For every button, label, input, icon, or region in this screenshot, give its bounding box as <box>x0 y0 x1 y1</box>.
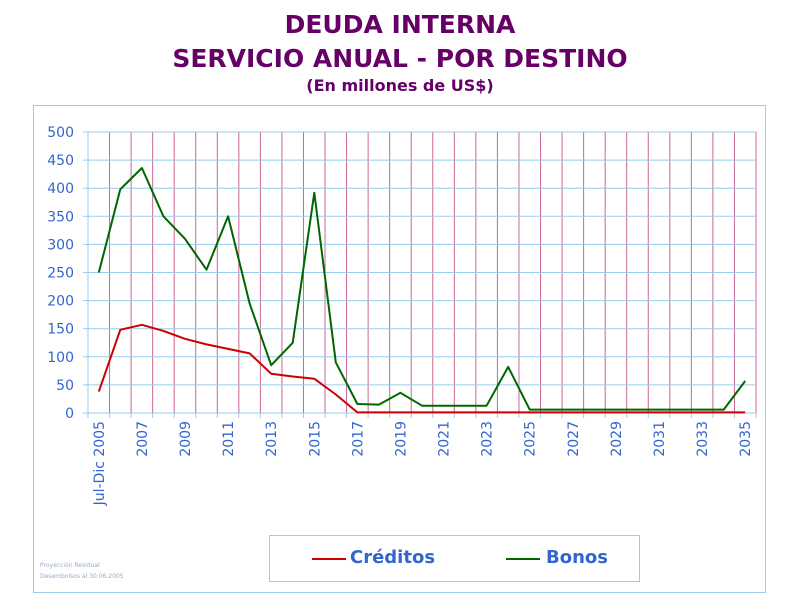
footnote-1: Proyección Residual <box>40 562 100 569</box>
x-axis: Jul-Dic 2005 2007 2009 2011 2013 2015 2017 2019… <box>87 413 757 506</box>
x-tick-label: 2007 <box>135 421 151 457</box>
grid <box>87 131 757 414</box>
y-axis: 0 50 100 150 200 250 300 350 400 450 500 <box>47 125 88 422</box>
y-tick-label: 50 <box>56 378 74 394</box>
chart-subtitle: (En millones de US$) <box>306 76 494 95</box>
x-tick-label: 2017 <box>350 421 366 457</box>
chart-title-line2: SERVICIO ANUAL - POR DESTINO <box>172 44 628 73</box>
chart-frame <box>33 105 766 593</box>
legend: Créditos Bonos <box>269 535 640 582</box>
x-tick-label: 2015 <box>307 421 323 457</box>
chart-title-line1: DEUDA INTERNA <box>284 10 516 39</box>
y-tick-label: 0 <box>65 406 74 422</box>
y-tick-label: 200 <box>47 294 74 310</box>
y-tick-label: 400 <box>47 181 74 197</box>
x-tick-label: 2031 <box>652 421 668 457</box>
legend-swatch-creditos <box>312 558 346 560</box>
legend-label-bonos: Bonos <box>546 547 608 568</box>
x-tick-label: 2021 <box>437 421 453 457</box>
x-tick-label: Jul-Dic 2005 <box>92 421 108 506</box>
legend-label-creditos: Créditos <box>350 547 436 568</box>
series-line-creditos <box>97 323 746 414</box>
y-tick-label: 500 <box>47 125 74 141</box>
x-tick-label: 2019 <box>393 421 409 457</box>
legend-swatch-bonos <box>506 558 540 560</box>
x-tick-label: 2027 <box>566 421 582 457</box>
y-tick-label: 300 <box>47 237 74 253</box>
series-lines <box>97 167 746 414</box>
x-tick-label: 2033 <box>695 421 711 457</box>
y-tick-label: 150 <box>47 322 74 338</box>
x-tick-label: 2023 <box>480 421 496 457</box>
x-tick-label: 2029 <box>609 421 625 457</box>
x-tick-label: 2013 <box>264 421 280 457</box>
x-tick-label: 2011 <box>221 421 237 457</box>
x-tick-label: 2035 <box>738 421 754 457</box>
series-line-bonos <box>97 167 746 411</box>
x-tick-label: 2009 <box>178 421 194 457</box>
y-tick-label: 450 <box>47 153 74 169</box>
y-tick-label: 250 <box>47 266 74 282</box>
y-tick-label: 100 <box>47 350 74 366</box>
x-tick-label: 2025 <box>523 421 539 457</box>
y-tick-label: 350 <box>47 209 74 225</box>
footnote-2: Desembolsos al 30.06.2005 <box>40 573 124 580</box>
